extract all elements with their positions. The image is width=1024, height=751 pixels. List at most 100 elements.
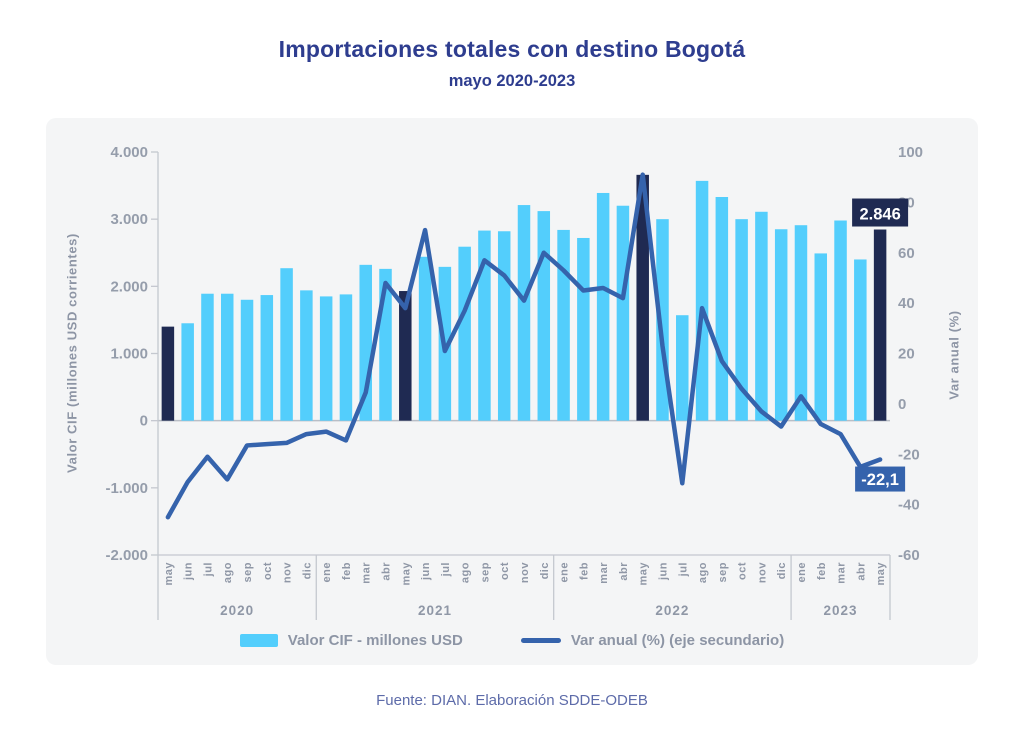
line-swatch-icon bbox=[520, 638, 561, 643]
chart-card: 2020 2021 2022 2023 4.000 3.000 2.000 1.000 0 -1.… bbox=[46, 118, 978, 665]
month-label: oct bbox=[262, 562, 274, 580]
month-label: nov bbox=[756, 562, 768, 583]
cif-bar bbox=[814, 253, 828, 421]
month-label: dic bbox=[539, 562, 551, 579]
month-label: may bbox=[400, 562, 412, 586]
cif-bar bbox=[240, 299, 254, 421]
month-label: jun bbox=[420, 562, 432, 581]
cif-bar bbox=[300, 290, 313, 421]
right-axis-tick-label: -20 bbox=[898, 446, 920, 463]
month-label: sep bbox=[242, 562, 254, 582]
right-axis-tick-label: -60 bbox=[898, 547, 920, 564]
cif-bar bbox=[676, 315, 689, 421]
right-axis-tick-label: 60 bbox=[898, 245, 915, 262]
month-label: ago bbox=[222, 562, 234, 583]
line-value-callout bbox=[855, 466, 906, 492]
cif-bar bbox=[755, 211, 768, 421]
cif-bar bbox=[319, 296, 333, 421]
line-value-label: -22,1 bbox=[861, 471, 899, 489]
month-label: nov bbox=[282, 562, 294, 583]
month-label: ago bbox=[460, 562, 472, 583]
month-label: ene bbox=[559, 562, 571, 582]
month-label: abr bbox=[855, 562, 867, 581]
cif-bar bbox=[478, 230, 491, 421]
right-axis-tick-label: 0 bbox=[898, 396, 906, 413]
combo-chart: 2020 2021 2022 2023 4.000 3.000 2.000 1.000 0 -1.… bbox=[105, 144, 923, 620]
cif-bar bbox=[260, 295, 274, 421]
month-label: may bbox=[638, 562, 650, 586]
month-label: jun bbox=[183, 562, 195, 581]
legend: Valor CIF - millones USD Var anual (%) (… bbox=[46, 632, 978, 649]
cif-bar-highlight bbox=[399, 291, 412, 421]
cif-bar bbox=[458, 246, 471, 421]
month-label: jul bbox=[202, 562, 214, 577]
month-label: feb bbox=[816, 562, 828, 580]
chart-subtitle: mayo 2020-2023 bbox=[448, 72, 576, 90]
bar-value-label: 2.846 bbox=[859, 206, 900, 224]
legend-label-var-anual: Var anual (%) (eje secundario) bbox=[570, 632, 785, 649]
bar-swatch-icon bbox=[239, 634, 278, 647]
cif-bar bbox=[497, 231, 511, 421]
cif-bar-highlight bbox=[161, 326, 175, 421]
cif-bar bbox=[517, 205, 531, 421]
cif-bar bbox=[854, 259, 867, 421]
month-label: ene bbox=[796, 562, 808, 582]
cif-bar bbox=[735, 219, 748, 421]
left-axis-tick-label: -2.000 bbox=[105, 547, 148, 564]
month-label: feb bbox=[341, 562, 353, 580]
month-label: abr bbox=[618, 562, 630, 581]
cif-bar bbox=[339, 294, 353, 421]
month-label: may bbox=[163, 562, 175, 586]
left-axis-title: Valor CIF (millones USD corrientes) bbox=[64, 233, 80, 473]
month-label: feb bbox=[578, 562, 590, 580]
cif-bar bbox=[596, 192, 610, 421]
left-axis-tick-label: 4.000 bbox=[110, 144, 148, 161]
legend-item-var-anual: Var anual (%) (eje secundario) bbox=[520, 632, 785, 649]
month-label: ene bbox=[321, 562, 333, 582]
cif-bar bbox=[181, 323, 194, 421]
month-label: ago bbox=[697, 562, 709, 583]
cif-bar bbox=[280, 268, 293, 421]
right-axis-tick-label: -40 bbox=[898, 497, 920, 514]
cif-bar bbox=[616, 205, 630, 421]
cif-bar bbox=[557, 229, 570, 421]
left-axis-tick-label: 0 bbox=[140, 413, 148, 430]
month-label: dic bbox=[776, 562, 788, 579]
left-axis-tick-label: 3.000 bbox=[110, 211, 148, 228]
legend-item-valor-cif: Valor CIF - millones USD bbox=[239, 632, 463, 649]
cif-bar bbox=[834, 220, 847, 421]
month-label: jun bbox=[657, 562, 669, 581]
month-label: mar bbox=[598, 562, 610, 584]
right-axis-tick-label: 40 bbox=[898, 295, 915, 312]
month-label: jul bbox=[440, 562, 452, 577]
chart-title: Importaciones totales con destino Bogotá bbox=[278, 36, 746, 62]
year-label: 2021 bbox=[418, 603, 452, 618]
month-label: jul bbox=[677, 562, 689, 577]
month-label: mar bbox=[361, 562, 373, 584]
cif-bar bbox=[695, 180, 709, 421]
cif-bar-highlight bbox=[873, 229, 887, 421]
cif-bar bbox=[201, 293, 214, 421]
right-axis-tick-label: 20 bbox=[898, 346, 915, 363]
month-label: oct bbox=[499, 562, 511, 580]
right-axis-tick-label: 100 bbox=[898, 144, 923, 161]
left-axis-tick-label: 2.000 bbox=[110, 278, 148, 295]
cif-bar bbox=[577, 237, 590, 421]
cif-bar bbox=[418, 256, 432, 421]
bar-value-callout bbox=[852, 198, 909, 227]
cif-bar bbox=[794, 225, 808, 421]
source-note: Fuente: DIAN. Elaboración SDDE-ODEB bbox=[376, 692, 648, 709]
cif-bar bbox=[774, 229, 788, 421]
month-label: mar bbox=[836, 562, 848, 584]
year-label: 2023 bbox=[824, 603, 858, 618]
month-label: abr bbox=[381, 562, 393, 581]
right-axis-title: Var anual (%) bbox=[946, 310, 962, 400]
legend-label-valor-cif: Valor CIF - millones USD bbox=[287, 632, 463, 649]
month-label: sep bbox=[717, 562, 729, 582]
cif-bar-highlight bbox=[636, 174, 649, 421]
year-label: 2022 bbox=[655, 603, 689, 618]
left-axis-tick-label: 1.000 bbox=[110, 346, 148, 363]
var-anual-line bbox=[165, 172, 883, 520]
month-label: oct bbox=[737, 562, 749, 580]
